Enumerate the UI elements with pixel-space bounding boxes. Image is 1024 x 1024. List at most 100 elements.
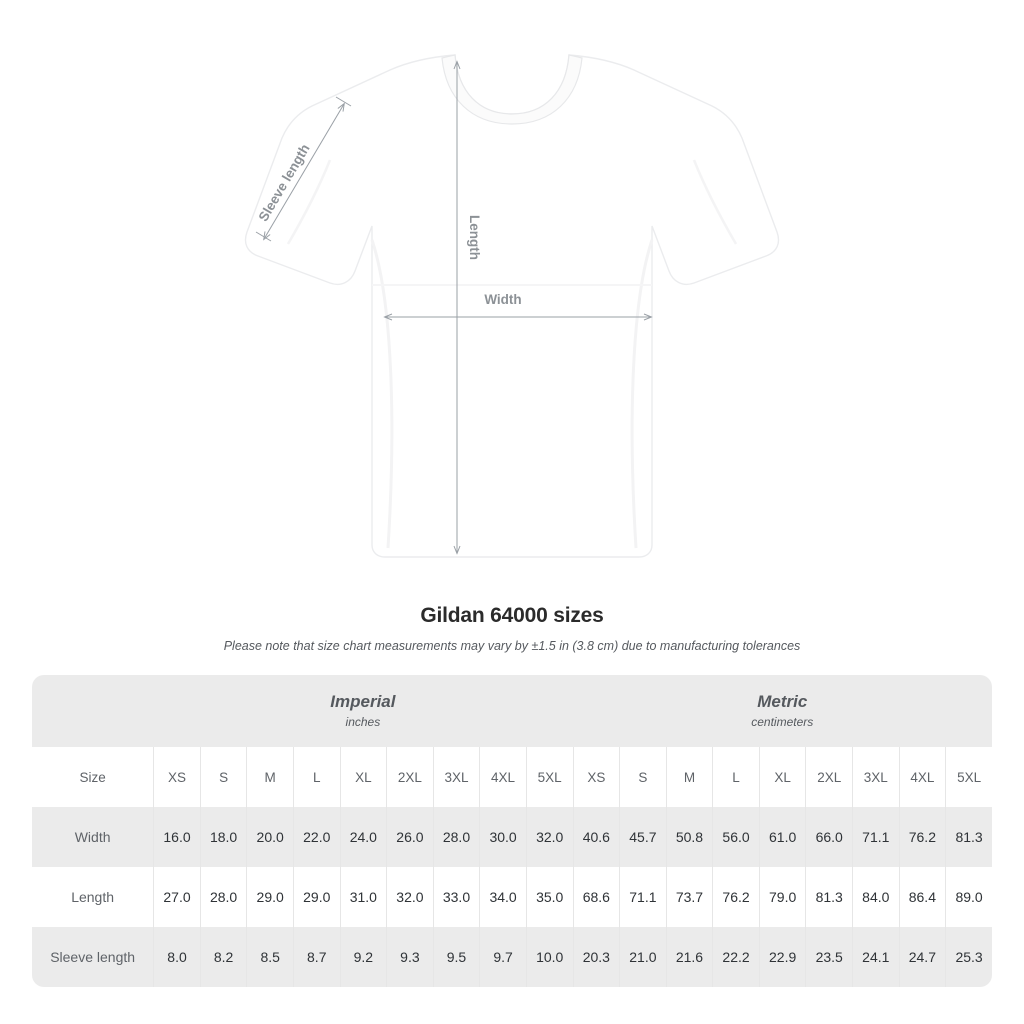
cell-length-imperial-2xl: 32.0 xyxy=(386,867,433,927)
cell-sleeve-imperial-l: 8.7 xyxy=(292,927,340,987)
size-chart-table: Imperial inches Metric centimeters Size … xyxy=(32,675,992,987)
unit-group-imperial: Imperial inches xyxy=(153,675,573,747)
fold-left xyxy=(370,239,394,549)
column-header-metric-5xl: 5XL xyxy=(945,747,992,807)
fold-right xyxy=(630,239,654,549)
column-header-metric-4xl: 4XL xyxy=(898,747,946,807)
tshirt-collar xyxy=(441,54,583,125)
length-dimension: Length xyxy=(457,62,482,553)
cell-length-metric-s: 71.1 xyxy=(619,867,666,927)
cell-sleeve-metric-s: 21.0 xyxy=(619,927,666,987)
cell-length-metric-l: 76.2 xyxy=(712,867,759,927)
cell-sleeve-metric-3xl: 24.1 xyxy=(852,927,899,987)
unit-band-spacer xyxy=(32,675,154,747)
column-header-imperial-4xl: 4XL xyxy=(479,747,526,807)
page-subtitle: Please note that size chart measurements… xyxy=(223,639,801,653)
tshirt-illustration: Length Width Sleeve length xyxy=(244,54,780,558)
cell-sleeve-imperial-xs: 8.0 xyxy=(153,927,200,987)
cell-length-imperial-4xl: 34.0 xyxy=(479,867,526,927)
column-header-imperial-2xl: 2XL xyxy=(386,747,433,807)
cell-length-metric-3xl: 84.0 xyxy=(852,867,899,927)
row-label-sleeve-length: Sleeve length xyxy=(32,927,154,987)
cell-sleeve-imperial-3xl: 9.5 xyxy=(432,927,480,987)
cell-width-metric-3xl: 71.1 xyxy=(852,807,899,867)
column-header-imperial-5xl: 5XL xyxy=(525,747,573,807)
cell-sleeve-imperial-xl: 9.2 xyxy=(339,927,387,987)
column-header-imperial-3xl: 3XL xyxy=(432,747,480,807)
width-dimension: Width xyxy=(385,292,651,317)
column-header-imperial-xl: XL xyxy=(339,747,387,807)
cell-length-metric-4xl: 86.4 xyxy=(898,867,946,927)
cell-width-imperial-m: 20.0 xyxy=(246,807,293,867)
cell-width-imperial-s: 18.0 xyxy=(199,807,247,867)
tshirt-diagram: Length Width Sleeve length xyxy=(244,54,780,558)
cell-sleeve-imperial-m: 8.5 xyxy=(246,927,293,987)
cell-sleeve-metric-xs: 20.3 xyxy=(572,927,620,987)
size-chart-container: Imperial inches Metric centimeters Size … xyxy=(32,675,992,987)
cell-sleeve-metric-l: 22.2 xyxy=(712,927,759,987)
cell-width-metric-xl: 61.0 xyxy=(758,807,806,867)
cell-length-imperial-s: 28.0 xyxy=(199,867,247,927)
unit-group-imperial-unit: inches xyxy=(345,714,381,729)
cell-sleeve-imperial-4xl: 9.7 xyxy=(479,927,526,987)
cell-length-metric-5xl: 89.0 xyxy=(945,867,992,927)
cell-length-metric-m: 73.7 xyxy=(665,867,713,927)
column-header-imperial-l: L xyxy=(292,747,340,807)
page-title: Gildan 64000 sizes xyxy=(420,604,604,627)
cell-sleeve-metric-xl: 22.9 xyxy=(758,927,806,987)
cell-sleeve-metric-5xl: 25.3 xyxy=(945,927,992,987)
sleeve-length-arrow xyxy=(264,104,344,239)
column-header-metric-s: S xyxy=(619,747,666,807)
column-header-imperial-s: S xyxy=(199,747,247,807)
cell-length-imperial-m: 29.0 xyxy=(246,867,293,927)
cell-width-metric-xs: 40.6 xyxy=(572,807,620,867)
cell-sleeve-metric-2xl: 23.5 xyxy=(805,927,852,987)
table-row: Sleeve length 8.0 8.2 8.5 8.7 9.2 9.3 9.… xyxy=(32,927,992,987)
unit-group-metric: Metric centimeters xyxy=(572,675,992,747)
cell-width-imperial-xs: 16.0 xyxy=(153,807,200,867)
unit-group-imperial-name: Imperial xyxy=(330,692,396,712)
width-label: Width xyxy=(484,292,521,307)
sleeve-tick-bottom xyxy=(255,231,272,242)
cell-length-metric-xl: 79.0 xyxy=(758,867,806,927)
cell-length-imperial-xl: 31.0 xyxy=(339,867,387,927)
cell-width-metric-5xl: 81.3 xyxy=(945,807,992,867)
column-header-metric-3xl: 3XL xyxy=(852,747,899,807)
sleeve-tick-top xyxy=(335,96,352,107)
cell-length-imperial-5xl: 35.0 xyxy=(525,867,573,927)
cell-length-metric-2xl: 81.3 xyxy=(805,867,852,927)
column-header-imperial-xs: XS xyxy=(153,747,200,807)
table-row: Width 16.0 18.0 20.0 22.0 24.0 26.0 28.0… xyxy=(32,807,992,867)
tshirt-shape xyxy=(244,54,780,558)
column-header-metric-xl: XL xyxy=(758,747,806,807)
table-row: Length 27.0 28.0 29.0 29.0 31.0 32.0 33.… xyxy=(32,867,992,927)
column-header-metric-2xl: 2XL xyxy=(805,747,852,807)
cell-length-imperial-l: 29.0 xyxy=(292,867,340,927)
row-label-length: Length xyxy=(32,867,154,927)
cell-width-imperial-5xl: 32.0 xyxy=(525,807,573,867)
row-label-width: Width xyxy=(32,807,154,867)
cell-width-imperial-2xl: 26.0 xyxy=(386,807,433,867)
cell-width-metric-s: 45.7 xyxy=(619,807,666,867)
column-header-metric-xs: XS xyxy=(572,747,620,807)
cell-length-metric-xs: 68.6 xyxy=(572,867,620,927)
cell-width-metric-m: 50.8 xyxy=(665,807,713,867)
column-header-size: Size xyxy=(32,747,154,807)
cell-length-imperial-xs: 27.0 xyxy=(153,867,200,927)
cell-sleeve-imperial-5xl: 10.0 xyxy=(525,927,573,987)
unit-group-metric-name: Metric xyxy=(757,692,808,712)
cell-length-imperial-3xl: 33.0 xyxy=(432,867,480,927)
fold-sleeve-right xyxy=(692,159,738,245)
cell-width-imperial-3xl: 28.0 xyxy=(432,807,480,867)
column-header-metric-m: M xyxy=(665,747,713,807)
cell-sleeve-imperial-s: 8.2 xyxy=(199,927,247,987)
length-label: Length xyxy=(467,215,482,260)
column-header-metric-l: L xyxy=(712,747,759,807)
unit-group-metric-unit: centimeters xyxy=(751,714,814,729)
cell-width-metric-4xl: 76.2 xyxy=(898,807,946,867)
cell-width-imperial-xl: 24.0 xyxy=(339,807,387,867)
heading-block: Gildan 64000 sizes Please note that size… xyxy=(0,590,1024,653)
cell-width-imperial-4xl: 30.0 xyxy=(479,807,526,867)
cell-width-metric-l: 56.0 xyxy=(712,807,759,867)
cell-width-metric-2xl: 66.0 xyxy=(805,807,852,867)
